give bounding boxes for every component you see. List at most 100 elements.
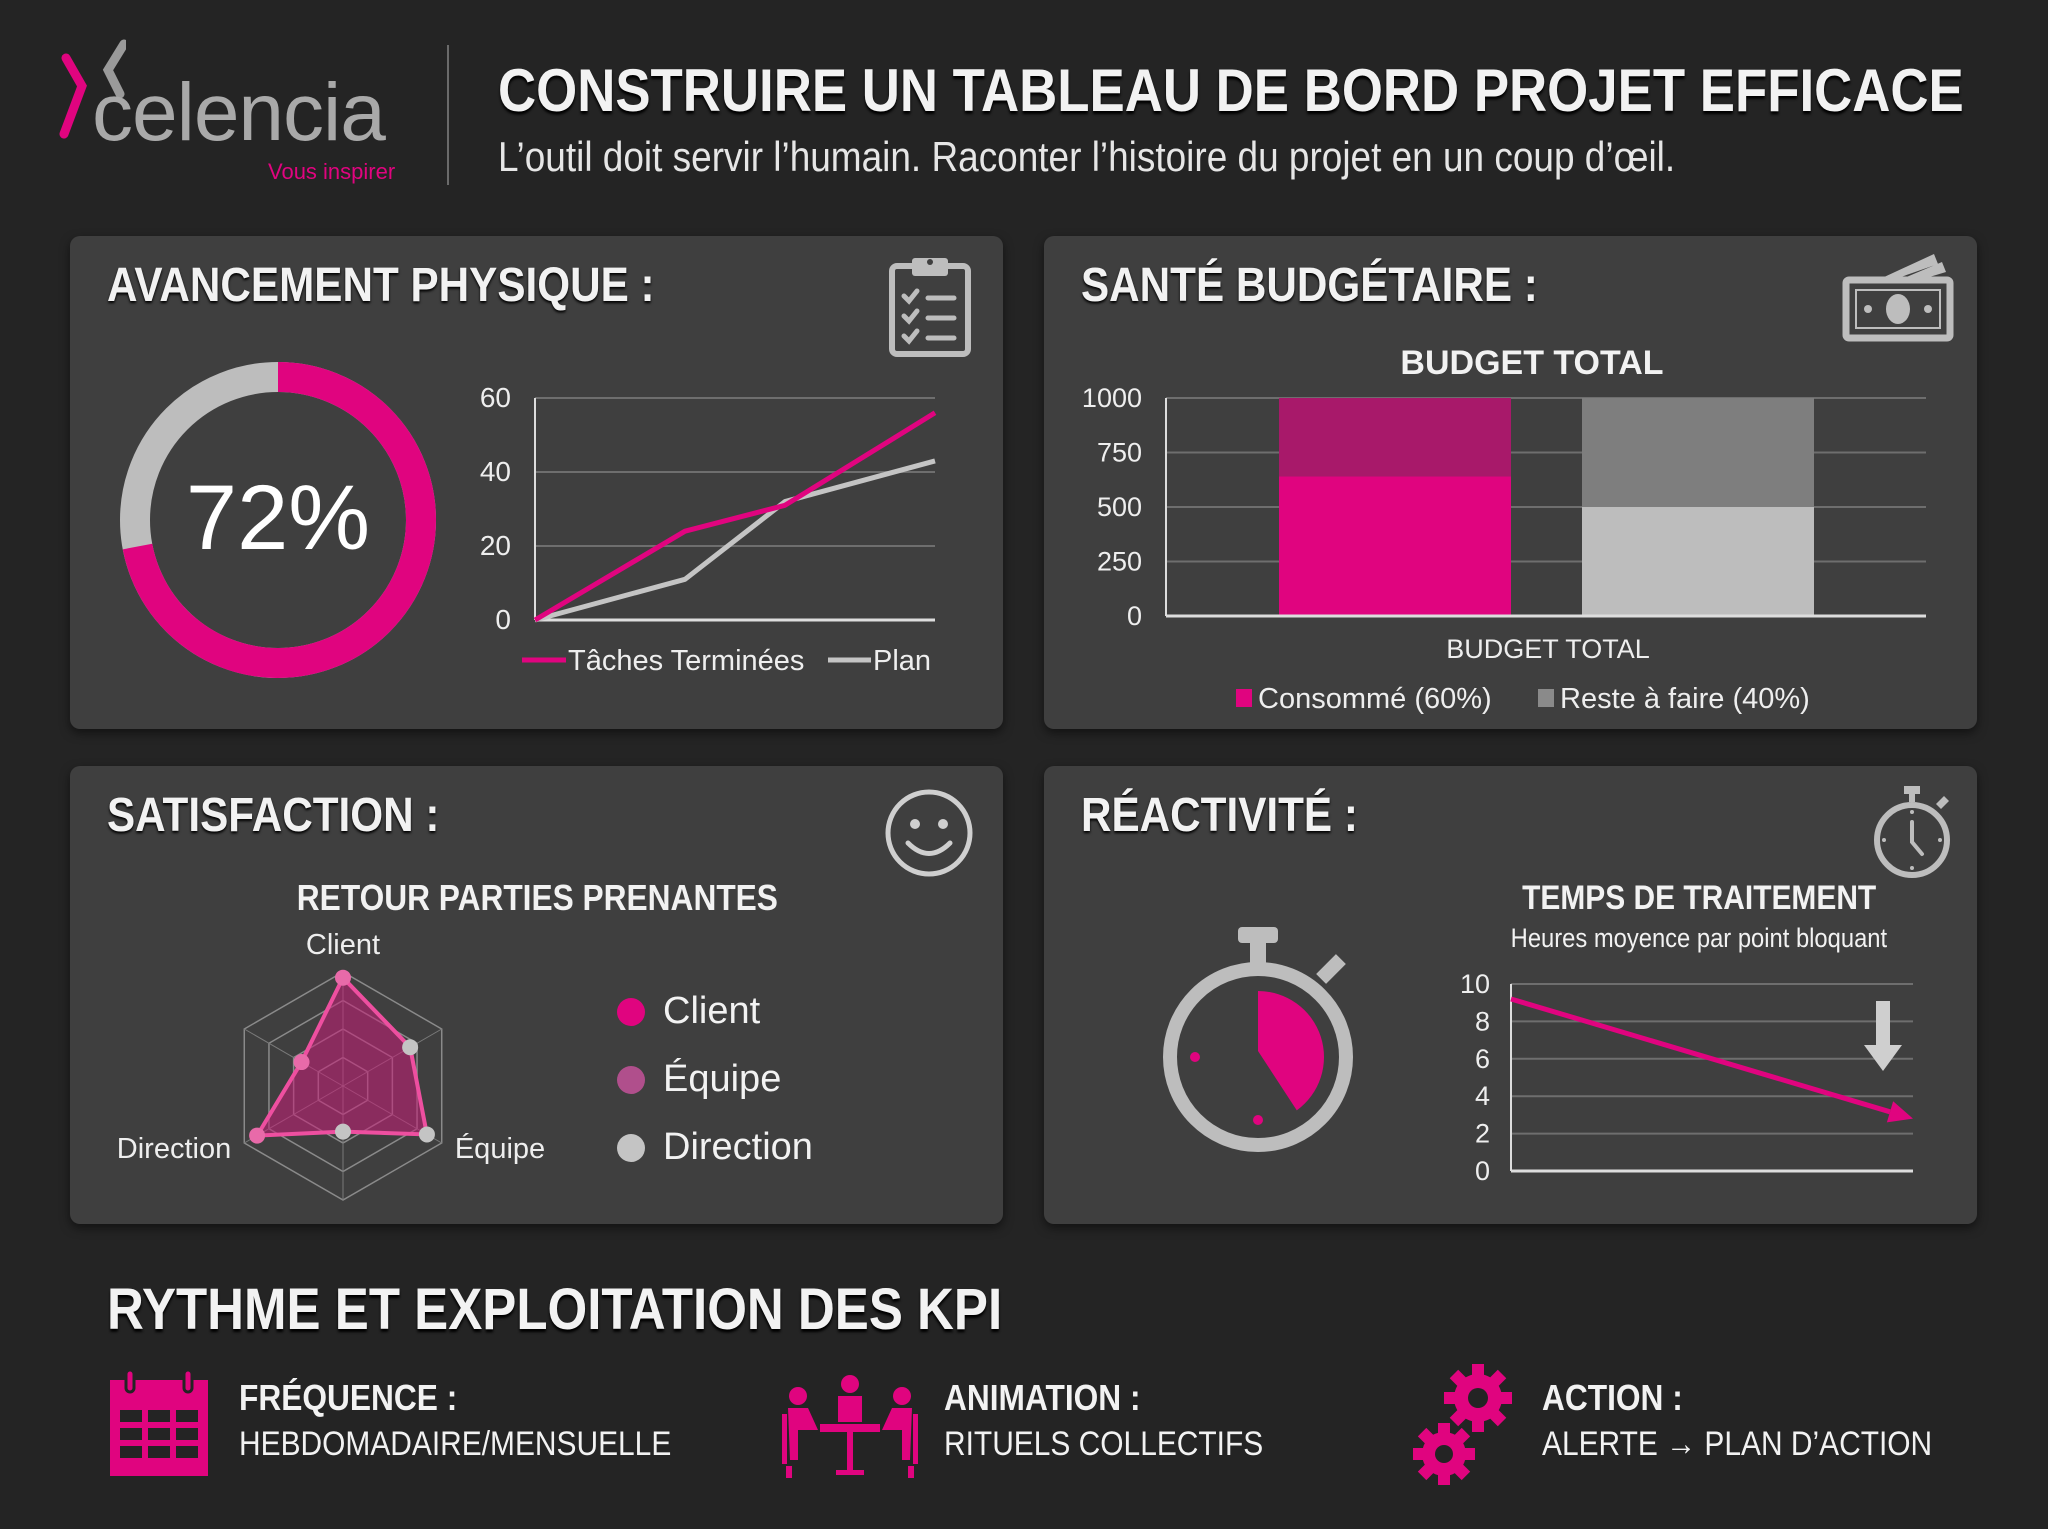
axis-label-equipe: Équipe xyxy=(455,1132,545,1165)
stopwatch-body xyxy=(1163,962,1353,1152)
radar-point xyxy=(249,1127,266,1144)
stopwatch-elapsed-wedge xyxy=(1258,991,1324,1111)
radar-point xyxy=(293,1054,310,1071)
kpi-value: HEBDOMADAIRE/MENSUELLE xyxy=(239,1425,672,1463)
y-tick-label: 20 xyxy=(480,530,511,561)
y-tick-label: 4 xyxy=(1475,1081,1490,1111)
stopwatch-illustration xyxy=(1163,927,1353,1152)
progress-line-chart: 0 20 40 60 Tâches Terminées Plan xyxy=(480,382,937,677)
card-reactivite: RÉACTIVITÉ : TEMPS DE TRAITEMENT Heures … xyxy=(1044,766,1977,1224)
reactivity-chart-title: TEMPS DE TRAITEMENT xyxy=(1521,879,1877,917)
card-title: RÉACTIVITÉ : xyxy=(1081,789,1358,842)
logo-mark-icon xyxy=(59,39,126,139)
card-satisfaction: SATISFACTION : RETOUR PARTIES PRENANTES … xyxy=(70,766,1003,1224)
card-title: SANTÉ BUDGÉTAIRE : xyxy=(1081,259,1538,312)
kpi-value: ALERTE → PLAN D’ACTION xyxy=(1542,1425,1933,1463)
y-tick-label: 6 xyxy=(1475,1044,1490,1074)
series-line-taches-terminees xyxy=(533,410,937,623)
axis-label-direction: Direction xyxy=(117,1133,231,1165)
y-tick-label: 60 xyxy=(480,382,511,413)
axis-label-client: Client xyxy=(306,929,380,961)
stakeholder-radar-chart: Client Équipe Direction xyxy=(117,929,545,1201)
kpi-value: RITUELS COLLECTIFS xyxy=(944,1425,1264,1463)
card-title: SATISFACTION : xyxy=(107,789,440,842)
y-tick-label: 0 xyxy=(1127,601,1142,631)
radar-point xyxy=(335,969,351,986)
kpi-item-action: ACTION : ALERTE → PLAN D’ACTION xyxy=(1412,1360,2032,1490)
progress-donut xyxy=(120,362,436,678)
card-sante-budgetaire: SANTÉ BUDGÉTAIRE : BUDGET TOTAL 0 250 500 75… xyxy=(1044,236,1977,729)
card-avancement-physique: AVANCEMENT PHYSIQUE : 72% 0 20 40 60 Tâches … xyxy=(70,236,1003,729)
y-tick-label: 2 xyxy=(1475,1119,1490,1149)
smiley-icon xyxy=(885,789,973,877)
stopwatch-side-button xyxy=(1316,954,1346,984)
radar-point xyxy=(418,1126,435,1143)
kpi-heading: RYTHME ET EXPLOITATION DES KPI xyxy=(107,1277,1003,1342)
legend-label: Reste à faire (40%) xyxy=(1560,683,1810,715)
y-tick-label: 250 xyxy=(1097,547,1142,577)
down-arrow-icon xyxy=(1864,1001,1902,1071)
legend-item-equipe: Équipe xyxy=(617,1046,813,1114)
y-tick-label: 8 xyxy=(1475,1006,1490,1036)
reactivity-chart-subtitle: Heures moyence par point bloquant xyxy=(1510,923,1888,953)
header-divider xyxy=(447,45,449,185)
legend-dot xyxy=(617,1066,645,1094)
bar-segment xyxy=(1582,507,1814,616)
budget-bar-chart: BUDGET TOTAL 0 250 500 750 1000 BUDGET TOTAL Co… xyxy=(1082,344,1926,715)
stopwatch-mark xyxy=(1190,1052,1200,1062)
kpi-label: ANIMATION : xyxy=(944,1377,1141,1418)
legend-label: Tâches Terminées xyxy=(568,645,804,677)
card-title: AVANCEMENT PHYSIQUE : xyxy=(107,259,655,312)
stopwatch-icon xyxy=(1874,786,1950,878)
legend-item-direction: Direction xyxy=(617,1114,813,1182)
legend-dot xyxy=(617,1134,645,1162)
kpi-label: FRÉQUENCE : xyxy=(239,1377,458,1418)
y-tick-label: 750 xyxy=(1097,438,1142,468)
page-subtitle: L’outil doit servir l’humain. Raconter l… xyxy=(498,133,1676,180)
bar-segment xyxy=(1279,398,1511,477)
processing-time-chart: 0 2 4 6 8 10 xyxy=(1460,969,1913,1186)
radar-point xyxy=(335,1123,351,1140)
radar-legend: Client Équipe Direction xyxy=(617,978,813,1182)
page-title: CONSTRUIRE UN TABLEAU DE BORD PROJET EFF… xyxy=(498,57,1964,124)
progress-percent: 72% xyxy=(185,467,371,569)
x-axis-label: BUDGET TOTAL xyxy=(1446,634,1650,664)
kpi-label: ACTION : xyxy=(1542,1377,1683,1418)
legend-swatch xyxy=(1236,689,1252,707)
stopwatch-button xyxy=(1238,927,1278,943)
y-tick-label: 40 xyxy=(480,456,511,487)
legend-label: Consommé (60%) xyxy=(1258,683,1492,715)
stopwatch-mark xyxy=(1253,1115,1263,1125)
radar-point xyxy=(402,1039,419,1056)
legend-label: Client xyxy=(663,990,761,1033)
logo: celencia Vous inspirer xyxy=(56,38,406,188)
y-tick-label: 0 xyxy=(1475,1156,1490,1186)
clipboard-check-icon xyxy=(889,258,971,357)
y-tick-label: 500 xyxy=(1097,492,1142,522)
legend-label: Plan xyxy=(873,645,931,677)
legend-swatch xyxy=(1538,689,1554,707)
trend-arrowhead xyxy=(1886,1101,1913,1123)
stopwatch-stem xyxy=(1250,941,1266,969)
chart-title: BUDGET TOTAL xyxy=(1400,344,1663,382)
legend-dot xyxy=(617,998,645,1026)
y-tick-label: 0 xyxy=(495,604,511,635)
kpi-item-animation: ANIMATION : RITUELS COLLECTIFS xyxy=(780,1370,1420,1480)
logo-tagline: Vous inspirer xyxy=(268,159,396,184)
meeting-icon xyxy=(782,1375,918,1478)
banknote-icon xyxy=(1842,254,1954,342)
trend-line xyxy=(1510,996,1891,1115)
radar-area xyxy=(253,974,430,1138)
bar-segment xyxy=(1279,476,1511,616)
calendar-icon xyxy=(110,1370,208,1476)
donut-progress-arc xyxy=(120,362,436,678)
y-tick-label: 1000 xyxy=(1082,383,1142,413)
logo-text: celencia xyxy=(92,67,386,158)
series-line-plan xyxy=(534,458,936,623)
y-tick-label: 10 xyxy=(1460,969,1490,999)
radar-title: RETOUR PARTIES PRENANTES xyxy=(296,877,778,918)
kpi-item-frequence: FRÉQUENCE : HEBDOMADAIRE/MENSUELLE xyxy=(108,1370,758,1480)
legend-label: Équipe xyxy=(663,1058,782,1101)
legend-label: Direction xyxy=(663,1126,813,1169)
legend-item-client: Client xyxy=(617,978,813,1046)
